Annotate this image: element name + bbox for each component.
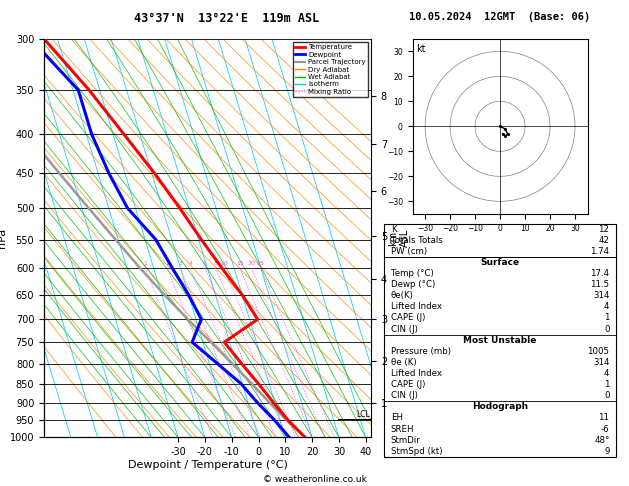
Text: -6: -6 (601, 425, 610, 434)
Text: 8: 8 (214, 261, 218, 266)
Text: StmDir: StmDir (391, 435, 420, 445)
Text: 2: 2 (165, 261, 169, 266)
Text: 20: 20 (247, 261, 255, 266)
Text: K: K (391, 225, 396, 234)
Text: Pressure (mb): Pressure (mb) (391, 347, 450, 356)
Text: 10: 10 (220, 261, 228, 266)
Text: 1: 1 (604, 380, 610, 389)
Text: 0: 0 (604, 391, 610, 400)
Text: Totals Totals: Totals Totals (391, 236, 442, 245)
Text: 17.4: 17.4 (590, 269, 610, 278)
Text: Dewp (°C): Dewp (°C) (391, 280, 435, 289)
Text: 42: 42 (598, 236, 610, 245)
Text: 4: 4 (604, 302, 610, 312)
Text: 9: 9 (604, 447, 610, 456)
Text: 43°37'N  13°22'E  119m ASL: 43°37'N 13°22'E 119m ASL (134, 12, 319, 25)
Text: 314: 314 (593, 291, 610, 300)
Text: © weatheronline.co.uk: © weatheronline.co.uk (262, 474, 367, 484)
Text: Lifted Index: Lifted Index (391, 302, 442, 312)
Text: Hodograph: Hodograph (472, 402, 528, 411)
X-axis label: Dewpoint / Temperature (°C): Dewpoint / Temperature (°C) (128, 460, 287, 470)
Text: 15: 15 (236, 261, 243, 266)
Text: 6: 6 (203, 261, 207, 266)
Text: 1: 1 (604, 313, 610, 323)
Legend: Temperature, Dewpoint, Parcel Trajectory, Dry Adiabat, Wet Adiabat, Isotherm, Mi: Temperature, Dewpoint, Parcel Trajectory… (292, 42, 367, 97)
Text: 11: 11 (598, 414, 610, 422)
Text: CIN (J): CIN (J) (391, 325, 418, 333)
Text: Surface: Surface (481, 258, 520, 267)
Text: CAPE (J): CAPE (J) (391, 380, 425, 389)
Text: CIN (J): CIN (J) (391, 391, 418, 400)
Text: 11.5: 11.5 (590, 280, 610, 289)
Text: 1.74: 1.74 (590, 247, 610, 256)
Text: Temp (°C): Temp (°C) (391, 269, 433, 278)
Text: 48°: 48° (594, 435, 610, 445)
Text: Most Unstable: Most Unstable (464, 336, 537, 345)
Y-axis label: km
ASL: km ASL (389, 229, 410, 247)
Text: 4: 4 (189, 261, 192, 266)
Text: 4: 4 (604, 369, 610, 378)
Text: 314: 314 (593, 358, 610, 367)
Text: SREH: SREH (391, 425, 414, 434)
Text: 12: 12 (598, 225, 610, 234)
Text: 25: 25 (257, 261, 265, 266)
Text: LCL: LCL (357, 410, 370, 418)
Text: PW (cm): PW (cm) (391, 247, 427, 256)
Text: θe(K): θe(K) (391, 291, 413, 300)
Text: 10.05.2024  12GMT  (Base: 06): 10.05.2024 12GMT (Base: 06) (409, 12, 591, 22)
Text: kt: kt (416, 44, 426, 54)
Text: Lifted Index: Lifted Index (391, 369, 442, 378)
Text: 3: 3 (179, 261, 182, 266)
Text: EH: EH (391, 414, 403, 422)
Text: CAPE (J): CAPE (J) (391, 313, 425, 323)
Y-axis label: hPa: hPa (0, 228, 7, 248)
Text: 1005: 1005 (587, 347, 610, 356)
Text: StmSpd (kt): StmSpd (kt) (391, 447, 442, 456)
Text: 1: 1 (143, 261, 147, 266)
Text: θe (K): θe (K) (391, 358, 416, 367)
Text: 0: 0 (604, 325, 610, 333)
